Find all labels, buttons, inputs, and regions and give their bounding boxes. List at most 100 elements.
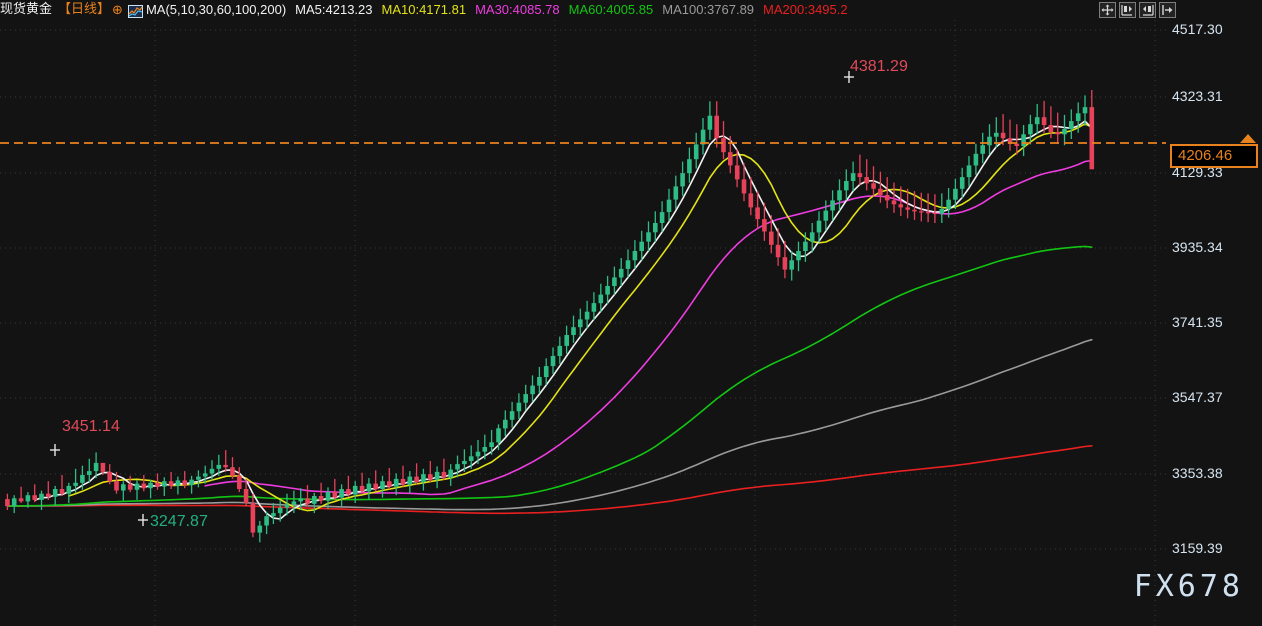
candle-body — [844, 181, 849, 191]
current-price-tag[interactable]: 4206.46 — [1170, 144, 1258, 168]
candle-body — [1034, 117, 1040, 125]
candle-body — [421, 474, 426, 482]
candle-body — [728, 152, 733, 166]
candle-body — [578, 319, 583, 328]
candle-body — [864, 177, 869, 184]
candle-body — [891, 200, 897, 205]
candle-body — [830, 200, 835, 211]
candle-body — [1041, 117, 1047, 125]
candle-body — [693, 144, 699, 160]
exit-right-icon[interactable] — [1159, 2, 1176, 18]
candle-body — [523, 394, 528, 403]
candle-body — [182, 480, 187, 486]
candle-body — [393, 478, 399, 487]
candle-body — [905, 207, 910, 210]
candle-body — [530, 385, 535, 395]
ma-line-ma100 — [6, 338, 1093, 511]
candle-body — [80, 475, 85, 483]
price-tick-6: 3353.38 — [1172, 465, 1223, 481]
candle-body — [1028, 124, 1033, 135]
candle-body — [673, 186, 679, 200]
high-label: 4381.29 — [850, 58, 908, 75]
low-label-left: 3451.14 — [62, 418, 120, 435]
candle-body — [1089, 107, 1095, 170]
candle-body — [762, 219, 767, 232]
ma100-value: MA100:3767.89 — [662, 2, 755, 17]
chart-header: 现货黄金 【日线】 ⊕ MA(5,10,30,60,100,200) MA5:4… — [0, 0, 1262, 20]
chart-type-icon[interactable] — [127, 4, 143, 18]
crosshair-icon[interactable]: ⊕ — [112, 2, 123, 17]
align-right-icon[interactable] — [1139, 2, 1156, 18]
candle-body — [298, 498, 303, 502]
candle-body — [468, 456, 474, 461]
price-tick-2: 4129.33 — [1172, 164, 1223, 180]
candle-body — [714, 115, 719, 139]
candle-body — [346, 489, 351, 495]
candle-body — [482, 447, 488, 452]
ma5-value: MA5:4213.23 — [295, 2, 373, 17]
price-tick-3: 3935.34 — [1172, 239, 1223, 255]
candle-body — [223, 464, 228, 468]
candle-body — [796, 251, 801, 261]
candle-body — [932, 212, 938, 215]
plot-background — [0, 20, 1166, 626]
candle-body — [803, 241, 808, 251]
candle-body — [591, 303, 597, 312]
candle-body — [325, 492, 331, 501]
candle-body — [857, 173, 863, 178]
candle-body — [973, 153, 979, 166]
candle-body — [359, 485, 365, 492]
candle-body — [434, 471, 440, 480]
candle-body — [1055, 132, 1060, 135]
candle-body — [1014, 143, 1020, 146]
candle-body — [271, 513, 276, 517]
candle-body — [837, 190, 842, 201]
candle-body — [196, 476, 201, 480]
candle-body — [489, 442, 494, 447]
candle-body — [537, 377, 542, 386]
candle-body — [414, 476, 419, 482]
move-crosshair-icon[interactable] — [1099, 2, 1116, 18]
candle-body — [850, 173, 856, 181]
price-axis[interactable]: 4517.30 4323.31 4129.33 3935.34 3741.35 3547.… — [1166, 20, 1262, 626]
candle-body — [448, 469, 453, 478]
candle-body — [884, 195, 890, 201]
candle-body — [659, 212, 665, 223]
candle-body — [52, 489, 58, 497]
candle-body — [332, 492, 338, 498]
candle-body — [748, 193, 754, 208]
candle-body — [639, 241, 644, 251]
candle-body — [284, 504, 290, 508]
candle-body — [107, 471, 112, 482]
candle-body — [612, 277, 617, 286]
plot-canvas — [0, 20, 1166, 626]
candle-body — [73, 482, 78, 486]
low-marker-cross — [138, 514, 148, 526]
candle-body — [707, 115, 713, 130]
candle-body — [953, 188, 958, 200]
candle-body — [66, 485, 72, 494]
candle-body — [305, 498, 310, 504]
candle-body — [898, 204, 904, 208]
candle-body — [700, 129, 706, 145]
candle-body — [121, 484, 126, 491]
align-left-icon[interactable] — [1119, 2, 1136, 18]
candle-body — [666, 199, 672, 213]
candle-body — [428, 474, 433, 480]
candle-body — [59, 489, 65, 494]
candlestick-plot[interactable] — [0, 20, 1166, 626]
high-marker-cross — [844, 71, 854, 83]
candle-body — [39, 493, 44, 500]
symbol-title: 现货黄金 — [0, 2, 53, 17]
ma60-value: MA60:4005.85 — [568, 2, 654, 17]
candle-body — [148, 482, 153, 489]
candle-body — [503, 419, 508, 429]
candle-body — [1048, 125, 1054, 132]
candle-body — [516, 402, 522, 412]
ma-line-ma200 — [6, 444, 1093, 515]
candle-body — [925, 212, 931, 214]
candle-body — [202, 473, 208, 477]
candle-body — [134, 483, 140, 490]
candle-body — [291, 501, 297, 505]
